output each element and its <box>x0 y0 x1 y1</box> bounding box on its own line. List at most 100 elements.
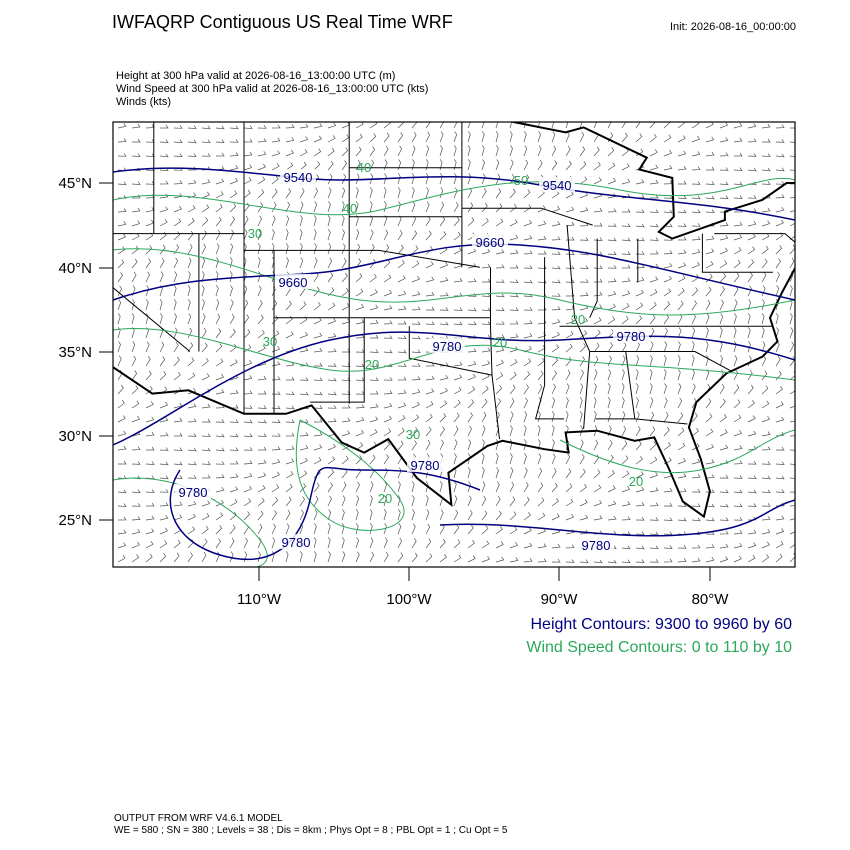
wind-barb <box>551 453 556 465</box>
wind-barb <box>523 358 532 367</box>
wind-barb <box>411 401 420 409</box>
wind-barb <box>747 299 752 311</box>
wind-barb <box>649 545 659 550</box>
wind-barb <box>243 271 247 283</box>
wind-barb <box>635 223 645 228</box>
wind-barb <box>117 355 122 367</box>
wind-barb <box>481 453 485 465</box>
wind-barb <box>481 347 491 353</box>
wind-barb <box>257 285 262 297</box>
wind-barb <box>327 187 332 199</box>
wind-barb <box>313 257 318 269</box>
wind-barb <box>649 263 659 269</box>
wind-barb <box>187 447 197 452</box>
wind-barb <box>649 517 659 521</box>
wind-barb <box>285 483 293 493</box>
speed-label: 30 <box>248 226 262 241</box>
wind-barb <box>509 234 519 241</box>
wind-barb <box>215 343 223 353</box>
wind-barb <box>229 139 239 143</box>
wind-barb <box>453 145 457 157</box>
wind-barb <box>285 419 295 423</box>
wind-barb <box>187 299 191 311</box>
wind-barb <box>691 223 701 227</box>
wind-barb <box>733 430 743 437</box>
wind-barb <box>313 286 320 297</box>
wind-barb <box>425 276 435 283</box>
wind-barb <box>229 177 238 185</box>
wind-barb <box>397 244 404 255</box>
wind-barb <box>271 137 281 143</box>
wind-barb <box>355 273 363 283</box>
wind-barb <box>453 539 461 549</box>
wind-barb <box>789 341 795 353</box>
wind-barb <box>201 243 207 255</box>
wind-barb <box>789 169 795 171</box>
wind-barb <box>733 221 743 227</box>
wind-barb <box>775 245 783 255</box>
height-label-box <box>472 234 508 249</box>
wind-barb <box>607 177 617 185</box>
state-line <box>534 257 565 420</box>
wind-barb <box>159 447 169 451</box>
wind-barb <box>495 218 504 227</box>
wind-barb <box>481 398 488 409</box>
wind-barb <box>369 377 379 381</box>
wind-barb <box>355 258 362 269</box>
wind-barb <box>509 481 515 493</box>
wind-barb <box>355 455 363 465</box>
wind-barb <box>383 173 387 185</box>
wind-barb <box>131 123 141 129</box>
wind-barb <box>439 439 444 451</box>
wind-barb <box>537 425 541 437</box>
wind-barb <box>411 275 421 283</box>
wind-barb <box>201 204 210 213</box>
wind-barb <box>523 453 527 465</box>
wind-barb <box>747 475 757 480</box>
wind-barb <box>271 484 280 493</box>
wind-barb <box>495 307 505 312</box>
wind-barb <box>145 528 155 535</box>
wind-barb <box>425 362 435 367</box>
wind-barb <box>495 122 499 129</box>
wind-barb <box>131 489 141 494</box>
wind-barb <box>719 181 729 186</box>
wind-barb <box>607 342 613 353</box>
wind-barb <box>607 291 617 297</box>
wind-barb <box>299 161 307 171</box>
wind-barb <box>733 247 742 255</box>
wind-barb <box>621 355 626 367</box>
wind-barb <box>159 299 163 311</box>
wind-barb <box>509 279 519 284</box>
wind-barb <box>481 131 485 143</box>
wind-barb <box>705 503 715 508</box>
wind-barb <box>705 474 715 479</box>
wind-barb <box>355 146 362 157</box>
wind-barb <box>369 454 376 465</box>
wind-barb <box>299 432 309 437</box>
wind-barb <box>747 489 757 494</box>
wind-barb <box>467 361 477 367</box>
wind-barb <box>117 384 124 395</box>
wind-barb <box>705 489 715 493</box>
wind-barb <box>509 359 518 367</box>
wind-barb <box>775 475 785 480</box>
wind-barb <box>467 278 477 283</box>
wind-barb <box>271 471 280 479</box>
wind-barb <box>705 428 714 437</box>
wind-barb <box>411 145 416 157</box>
wind-barb <box>677 195 687 200</box>
wind-barb <box>341 377 351 382</box>
wind-barb <box>537 383 543 395</box>
wind-barb <box>621 122 627 129</box>
wind-barb <box>523 496 530 507</box>
wind-barb <box>789 518 795 521</box>
init-time: Init: 2026-08-16_00:00:00 <box>670 21 796 33</box>
wind-barb <box>663 149 673 157</box>
wind-barb <box>663 442 671 451</box>
wind-barb <box>397 402 407 409</box>
wind-barb <box>201 525 209 535</box>
wind-barb <box>579 559 589 564</box>
wind-barb <box>243 498 252 507</box>
wind-barb <box>510 264 519 269</box>
